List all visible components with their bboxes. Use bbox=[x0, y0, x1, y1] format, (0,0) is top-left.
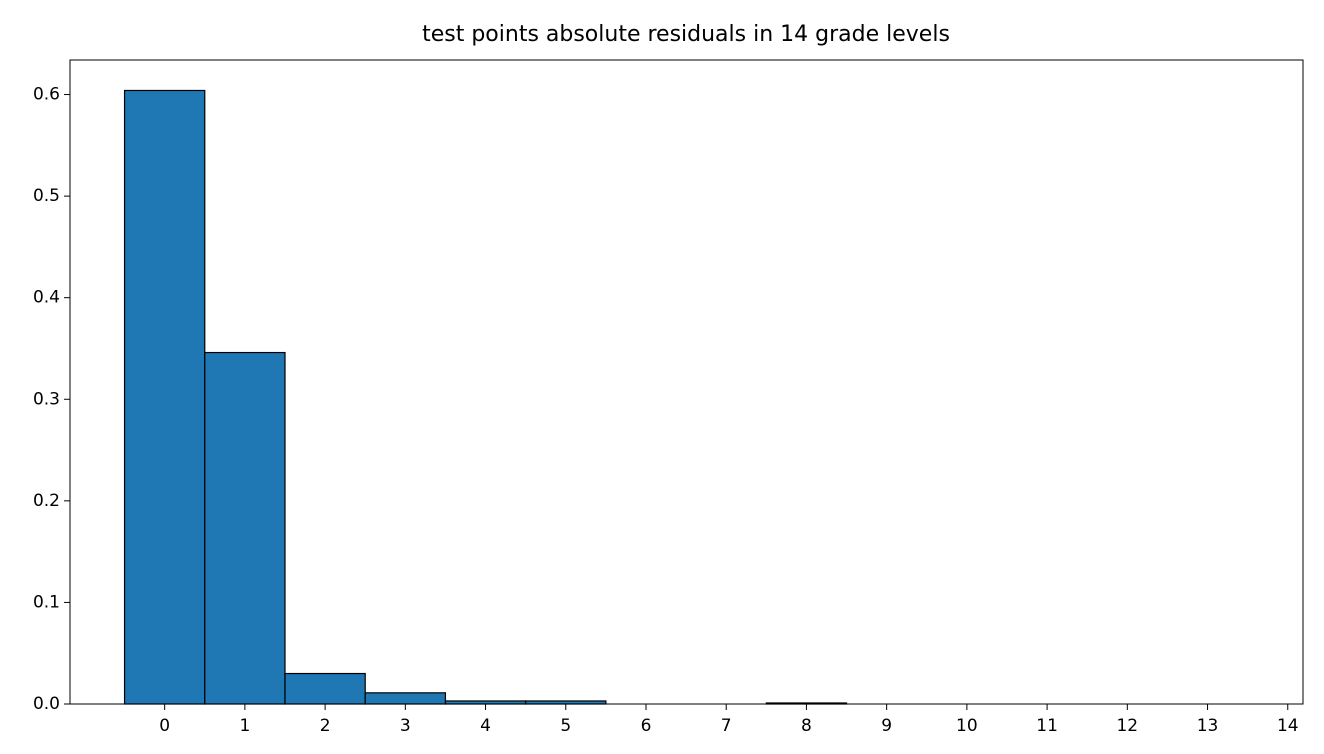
bar bbox=[204, 351, 286, 705]
x-tick-label: 0 bbox=[159, 716, 170, 736]
y-tick-label: 0.6 bbox=[33, 85, 60, 105]
x-tick-label: 10 bbox=[956, 716, 978, 736]
bar bbox=[123, 89, 206, 705]
x-tick-label: 2 bbox=[320, 716, 331, 736]
x-tick-label: 11 bbox=[1036, 716, 1058, 736]
chart-title: test points absolute residuals in 14 gra… bbox=[422, 22, 950, 47]
x-tick-label: 4 bbox=[480, 716, 491, 736]
x-tick-label: 14 bbox=[1277, 716, 1299, 736]
x-tick-label: 7 bbox=[721, 716, 732, 736]
x-tick-label: 13 bbox=[1197, 716, 1219, 736]
x-tick-label: 8 bbox=[801, 716, 812, 736]
bar bbox=[284, 672, 366, 705]
y-tick-label: 0.2 bbox=[33, 491, 60, 511]
y-tick-label: 0.0 bbox=[33, 694, 60, 714]
plot-frame bbox=[69, 59, 1304, 705]
x-tick-label: 5 bbox=[560, 716, 571, 736]
x-tick-label: 6 bbox=[641, 716, 652, 736]
y-tick-label: 0.4 bbox=[33, 288, 60, 308]
y-tick-label: 0.3 bbox=[33, 389, 60, 409]
x-tick-label: 9 bbox=[881, 716, 892, 736]
x-tick-label: 1 bbox=[239, 716, 250, 736]
bar bbox=[364, 692, 447, 705]
x-tick-label: 12 bbox=[1116, 716, 1138, 736]
x-tick-label: 3 bbox=[400, 716, 411, 736]
y-tick-label: 0.1 bbox=[33, 592, 60, 612]
y-tick-label: 0.5 bbox=[33, 186, 60, 206]
